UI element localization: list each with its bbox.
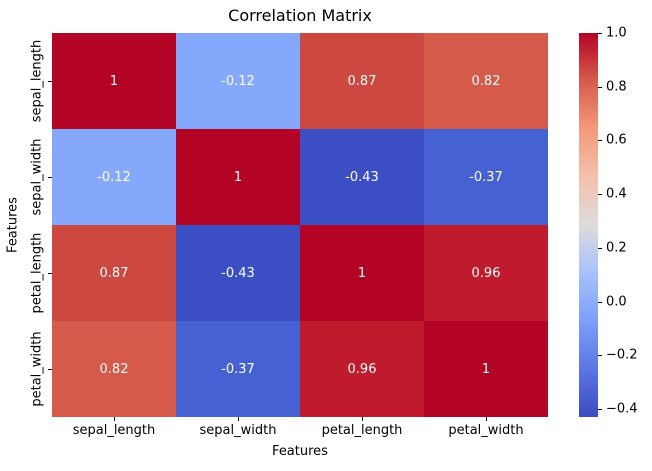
heatmap-grid: 1 -0.12 0.87 0.82 -0.12 1 -0.43 -0.37 0.87 -0.43 1… xyxy=(52,33,548,417)
colorbar-tick-label: 0.0 xyxy=(606,294,627,310)
colorbar-tick-mark xyxy=(598,194,602,196)
heatmap-cell: -0.43 xyxy=(176,225,300,321)
heatmap-cell: -0.43 xyxy=(300,129,424,225)
x-tick-mark xyxy=(114,417,115,421)
heatmap-cell: 0.82 xyxy=(424,33,548,129)
heatmap-cell: 1 xyxy=(52,33,176,129)
heatmap-cell: -0.37 xyxy=(424,129,548,225)
heatmap-cell: 1 xyxy=(424,321,548,417)
x-tick-mark xyxy=(362,417,363,421)
colorbar-tick-label: −0.2 xyxy=(606,347,638,363)
heatmap-cell: 0.96 xyxy=(424,225,548,321)
x-tick-label: sepal_width xyxy=(199,423,277,438)
x-tick-label: petal_length xyxy=(321,423,403,438)
y-tick-mark xyxy=(48,177,52,178)
colorbar-tick-mark xyxy=(598,355,602,357)
heatmap-cell: 0.87 xyxy=(52,225,176,321)
x-tick-mark xyxy=(486,417,487,421)
y-tick-mark xyxy=(48,273,52,274)
colorbar-tick-label: 0.2 xyxy=(606,240,627,256)
colorbar-tick-label: 1.0 xyxy=(606,25,627,41)
x-tick-mark xyxy=(238,417,239,421)
colorbar-tick-label: −0.4 xyxy=(606,401,638,417)
colorbar-gradient xyxy=(579,33,598,417)
y-tick-mark xyxy=(48,369,52,370)
colorbar-tick-mark xyxy=(598,140,602,142)
heatmap-cell: -0.12 xyxy=(52,129,176,225)
heatmap-cell: 1 xyxy=(300,225,424,321)
heatmap-cell: -0.37 xyxy=(176,321,300,417)
colorbar-tick-mark xyxy=(598,247,602,249)
x-axis-label: Features xyxy=(272,444,328,459)
colorbar-tick-mark xyxy=(598,33,602,34)
y-axis-label-text: Features xyxy=(5,197,21,253)
heatmap-cell: 0.87 xyxy=(300,33,424,129)
heatmap-cell: 0.96 xyxy=(300,321,424,417)
y-tick-mark xyxy=(48,81,52,82)
colorbar-tick-mark xyxy=(598,301,602,303)
heatmap-cell: 0.82 xyxy=(52,321,176,417)
colorbar-tick-label: 0.8 xyxy=(606,79,627,95)
colorbar-tick-label: 0.6 xyxy=(606,132,627,148)
heatmap-cell: -0.12 xyxy=(176,33,300,129)
colorbar-tick-mark xyxy=(598,408,602,410)
x-tick-label: petal_width xyxy=(448,423,524,438)
heatmap-cell: 1 xyxy=(176,129,300,225)
chart-title: Correlation Matrix xyxy=(228,6,372,25)
colorbar-tick-mark xyxy=(598,86,602,88)
x-tick-label: sepal_length xyxy=(72,423,156,438)
colorbar-tick-label: 0.4 xyxy=(606,186,627,202)
